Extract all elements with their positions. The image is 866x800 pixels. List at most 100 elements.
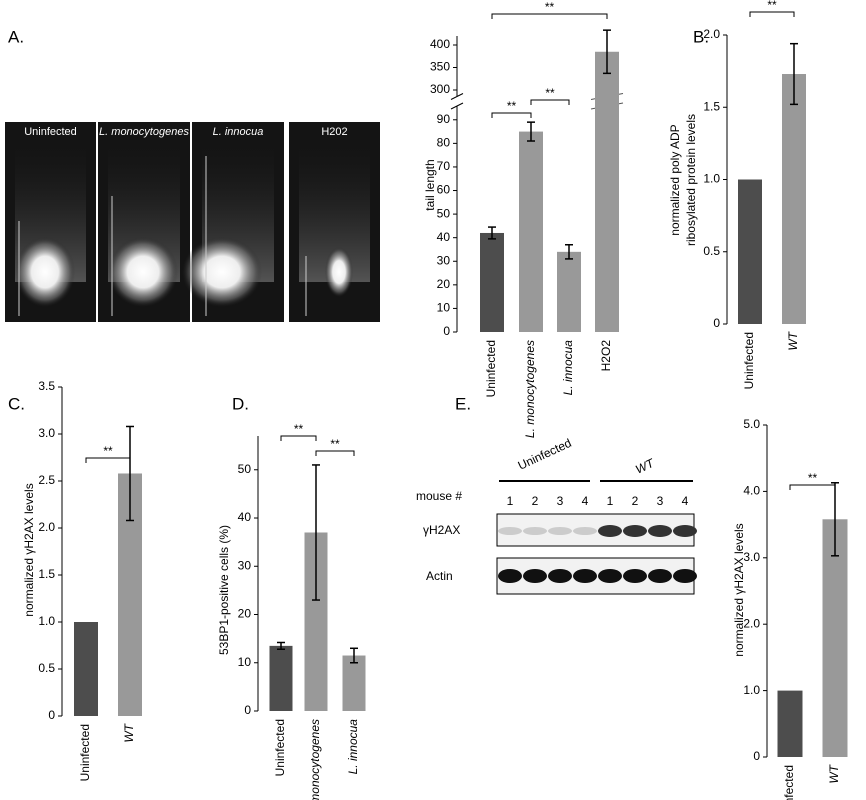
lane-label: 1 [607, 494, 614, 508]
y-tick-label: 1.0 [703, 172, 720, 186]
comet-head [182, 237, 262, 307]
significance-label: ** [808, 471, 818, 485]
significance-label: ** [767, 0, 777, 12]
x-tick-label: Uninfected [484, 340, 498, 397]
y-axis-label: 53BP1-positive cells (%) [217, 525, 231, 655]
panel-label: C. [8, 394, 25, 413]
bar [595, 51, 619, 332]
y-axis-label: normalized γH2AX levels [732, 523, 746, 656]
y-tick-label: 20 [437, 277, 451, 291]
bar [738, 179, 762, 324]
significance-label: ** [294, 422, 304, 436]
significance-bracket [491, 112, 532, 118]
y-tick-label: 0 [753, 749, 760, 763]
x-tick-label: L. monocytogenes [523, 340, 537, 438]
panel-label: D. [232, 394, 249, 413]
blot-band [548, 527, 572, 535]
y-axis-label: ribosylated protein levels [684, 114, 698, 246]
x-tick-label: L. innocua [346, 719, 360, 775]
error-bar [488, 226, 496, 240]
comet-caption: L. innocua [213, 126, 264, 138]
blot-band [523, 527, 547, 535]
error-bar [565, 244, 573, 260]
significance-bracket [85, 457, 131, 463]
significance-label: ** [545, 86, 555, 100]
x-tick-label: Uninfected [742, 332, 756, 389]
x-tick-label: L. innocua [561, 340, 575, 396]
error-bar [312, 464, 320, 601]
blot-group: WT [633, 455, 657, 476]
lane-label: 2 [632, 494, 639, 508]
y-tick-label: 3.5 [38, 379, 55, 393]
y-tick-label: 5.0 [743, 417, 760, 431]
y-tick-label: 70 [437, 159, 451, 173]
significance-bracket [315, 450, 355, 456]
lane-label: 2 [532, 494, 539, 508]
axis-break [450, 102, 464, 110]
y-tick-label: 1.0 [743, 683, 760, 697]
y-tick-label: 20 [238, 607, 252, 621]
blot-band [498, 569, 522, 583]
blot-band [648, 525, 672, 537]
blot-group: Uninfected [516, 436, 574, 473]
y-tick-label: 10 [238, 655, 252, 669]
panel-label: A. [8, 27, 24, 46]
error-bar [603, 29, 611, 75]
comet-head [15, 237, 75, 307]
error-bar [831, 482, 839, 557]
blot-band [548, 569, 572, 583]
bar [269, 645, 293, 711]
y-tick-label: 0 [713, 316, 720, 330]
y-axis-label: normalized poly ADP [668, 124, 682, 235]
y-tick-label: 400 [430, 37, 450, 51]
error-bar [350, 647, 358, 664]
y-tick-label: 0 [48, 708, 55, 722]
blot-band [523, 569, 547, 583]
y-tick-label: 50 [238, 462, 252, 476]
y-tick-label: 10 [437, 301, 451, 315]
error-bar [126, 425, 134, 522]
significance-label: ** [103, 444, 113, 458]
blot-band [573, 569, 597, 583]
comet-caption: Uninfected [24, 126, 77, 138]
blot-band [598, 569, 622, 583]
y-tick-label: 2.5 [38, 473, 55, 487]
significance-label: ** [330, 437, 340, 451]
bar [782, 74, 806, 324]
y-tick-label: 350 [430, 60, 450, 74]
y-tick-label: 0 [244, 703, 251, 717]
panel-label: E. [455, 394, 471, 413]
x-tick-label: H2O2 [599, 340, 613, 372]
axis-break [450, 93, 464, 100]
y-tick-label: 2.0 [38, 520, 55, 534]
x-tick-label: Uninfected [782, 765, 796, 800]
blot-band [673, 569, 697, 583]
comet-caption: L. monocytogenes [99, 126, 189, 138]
blot-row-label: Actin [426, 569, 453, 583]
x-tick-label: L. monocytogenes [308, 719, 322, 800]
x-tick-label: WT [827, 763, 841, 783]
y-tick-label: 30 [437, 253, 451, 267]
lane-label: 1 [507, 494, 514, 508]
lane-header: mouse # [416, 489, 462, 503]
error-bar [790, 42, 798, 106]
lane-label: 3 [657, 494, 664, 508]
bar [480, 232, 504, 332]
blot-band [573, 527, 597, 535]
x-tick-label: WT [786, 330, 800, 350]
significance-label: ** [545, 0, 555, 14]
blot-band [623, 569, 647, 583]
y-tick-label: 4.0 [743, 484, 760, 498]
y-tick-label: 90 [437, 112, 451, 126]
significance-label: ** [507, 99, 517, 113]
error-bar [277, 641, 285, 650]
y-axis-label: normalized γH2AX levels [22, 483, 36, 616]
blot-band [598, 525, 622, 537]
y-tick-label: 0.5 [703, 244, 720, 258]
x-tick-label: WT [122, 722, 136, 742]
significance-bracket [749, 11, 795, 17]
blot-band [648, 569, 672, 583]
y-tick-label: 40 [437, 230, 451, 244]
